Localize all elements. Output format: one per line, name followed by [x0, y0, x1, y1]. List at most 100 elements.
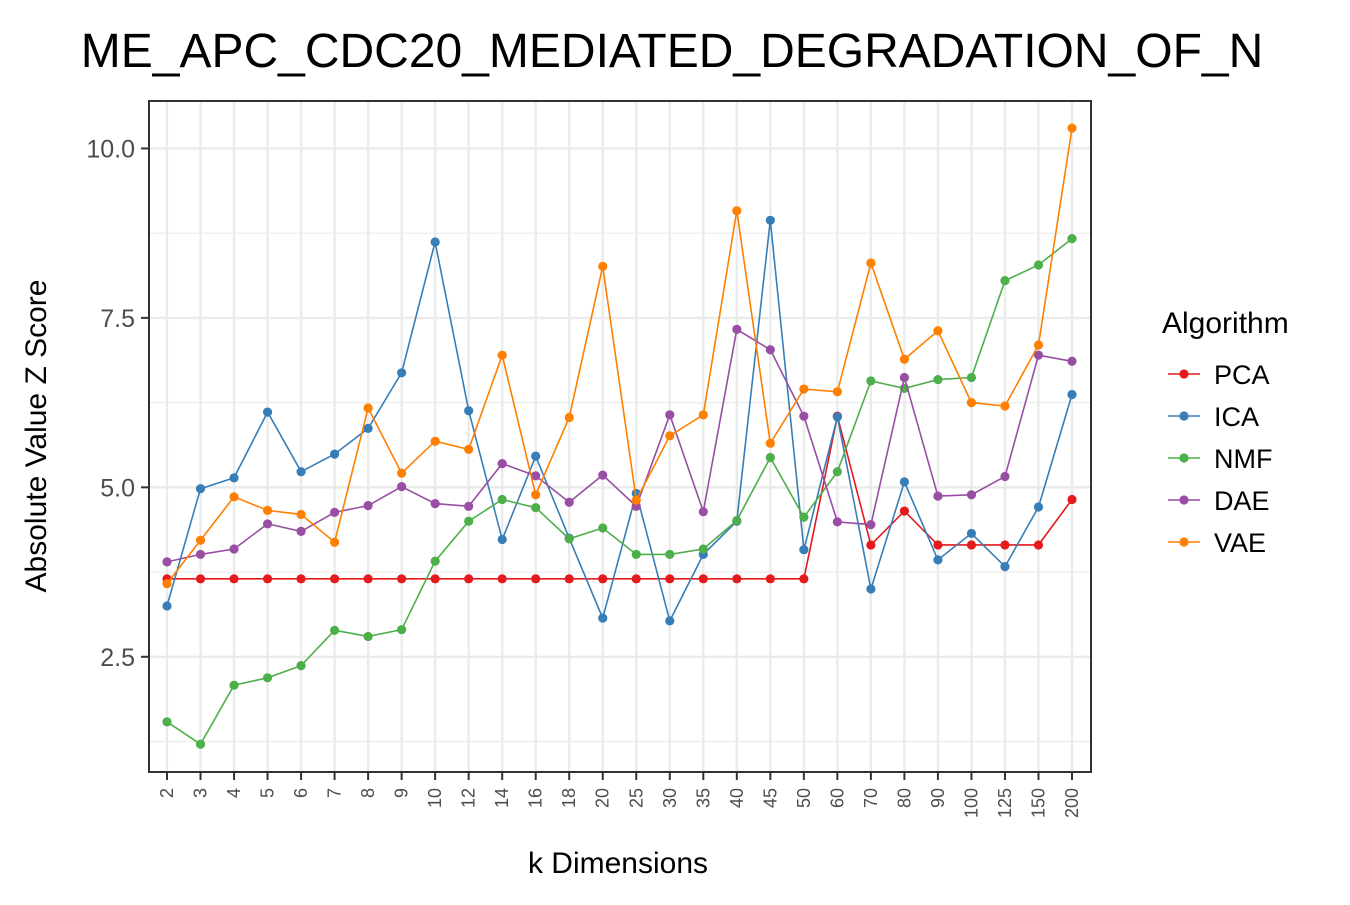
- data-point-ica: [899, 477, 910, 487]
- data-point-vae: [631, 495, 641, 505]
- axis-layer: 2.55.07.510.02 3 4 5 6 7 8 9 10 12 14 16 18 20 25 30 35 4…: [86, 100, 1092, 818]
- data-point-dae: [229, 544, 239, 554]
- data-point-vae: [966, 398, 977, 408]
- data-point-pca: [799, 574, 809, 584]
- data-point-pca: [765, 574, 775, 584]
- data-point-nmf: [799, 512, 809, 522]
- data-point-dae: [732, 324, 742, 335]
- data-point-pca: [430, 574, 440, 584]
- data-point-ica: [363, 423, 373, 433]
- data-point-ica: [1033, 502, 1044, 512]
- data-point-vae: [933, 326, 943, 336]
- data-point-nmf: [497, 494, 507, 505]
- x-tick-label: 2: [157, 788, 177, 798]
- data-point-vae: [564, 412, 574, 423]
- grid-layer: [149, 101, 1091, 772]
- data-point-dae: [195, 549, 206, 560]
- legend-label-pca: PCA: [1214, 360, 1270, 390]
- data-point-nmf: [531, 503, 541, 513]
- y-tick-label: 5.0: [100, 474, 135, 502]
- data-point-dae: [464, 501, 474, 511]
- data-point-ica: [933, 555, 943, 565]
- data-point-ica: [497, 534, 507, 545]
- data-point-dae: [799, 411, 809, 421]
- x-tick-label: 125: [995, 788, 1015, 818]
- legend-key-point-dae: [1179, 495, 1189, 505]
- data-point-vae: [765, 438, 775, 448]
- data-point-nmf: [832, 467, 842, 477]
- series-line-pca: [167, 415, 1073, 580]
- series-line-nmf: [166, 237, 1073, 746]
- data-point-dae: [531, 471, 541, 481]
- data-point-ica: [1067, 389, 1077, 400]
- data-point-nmf: [732, 515, 742, 526]
- series-line-vae: [166, 127, 1073, 585]
- data-point-nmf: [1067, 233, 1077, 244]
- legend-key-point-pca: [1179, 369, 1189, 379]
- x-tick-label: 45: [760, 788, 780, 808]
- x-tick-label: 4: [224, 788, 244, 798]
- y-tick-label: 10.0: [86, 135, 135, 163]
- data-point-pca: [631, 574, 641, 584]
- x-tick-label: 3: [191, 788, 211, 798]
- data-point-nmf: [1033, 260, 1044, 270]
- data-point-dae: [1000, 471, 1010, 482]
- data-point-nmf: [665, 549, 675, 560]
- data-point-ica: [430, 237, 440, 247]
- x-axis-label: k Dimensions: [528, 847, 708, 880]
- data-point-pca: [363, 574, 373, 584]
- series-layer: [162, 123, 1077, 749]
- data-point-dae: [698, 507, 708, 517]
- data-point-nmf: [631, 549, 641, 560]
- data-point-nmf: [430, 556, 440, 566]
- x-tick-label: 12: [459, 788, 479, 808]
- data-point-nmf: [598, 523, 608, 533]
- data-point-dae: [966, 490, 977, 500]
- x-tick-label: 80: [894, 788, 914, 808]
- data-point-pca: [397, 574, 407, 584]
- x-tick-label: 200: [1062, 788, 1082, 818]
- chart-title: ME_APC_CDC20_MEDIATED_DEGRADATION_OF_N: [81, 25, 1264, 78]
- y-tick-label: 7.5: [100, 305, 135, 333]
- data-point-vae: [329, 537, 340, 547]
- data-point-pca: [1000, 540, 1010, 550]
- data-point-nmf: [195, 739, 206, 749]
- data-point-pca: [866, 540, 876, 550]
- x-tick-label: 50: [794, 788, 814, 808]
- plot-panel-border: [148, 100, 1092, 773]
- data-point-dae: [866, 520, 876, 530]
- data-point-vae: [598, 261, 608, 271]
- data-point-pca: [262, 574, 273, 584]
- data-point-ica: [799, 545, 809, 555]
- data-point-nmf: [296, 660, 306, 671]
- data-point-dae: [765, 345, 775, 355]
- data-point-pca: [497, 574, 507, 584]
- data-point-pca: [665, 574, 675, 584]
- data-point-vae: [1033, 340, 1044, 350]
- x-tick-label: 20: [593, 788, 613, 808]
- data-point-nmf: [329, 625, 340, 635]
- data-point-nmf: [464, 516, 474, 526]
- x-tick-label: 10: [425, 788, 445, 808]
- x-tick-label: 150: [1028, 788, 1048, 818]
- data-point-ica: [229, 473, 239, 483]
- data-point-pca: [899, 506, 910, 516]
- data-point-dae: [329, 507, 340, 518]
- data-point-pca: [598, 574, 608, 584]
- data-point-vae: [162, 578, 172, 589]
- x-tick-label: 5: [258, 788, 278, 798]
- data-point-pca: [329, 574, 340, 584]
- data-point-nmf: [564, 534, 574, 544]
- data-point-pca: [464, 574, 474, 584]
- data-point-nmf: [363, 631, 373, 642]
- data-point-pca: [1067, 494, 1077, 505]
- y-tick-label: 2.5: [100, 644, 135, 672]
- x-tick-label: 90: [928, 788, 948, 808]
- data-point-nmf: [933, 374, 943, 385]
- legend-label-vae: VAE: [1214, 528, 1266, 558]
- legend-key-point-nmf: [1179, 453, 1189, 463]
- x-tick-label: 25: [626, 788, 646, 808]
- data-point-dae: [296, 526, 306, 536]
- data-point-nmf: [866, 376, 876, 386]
